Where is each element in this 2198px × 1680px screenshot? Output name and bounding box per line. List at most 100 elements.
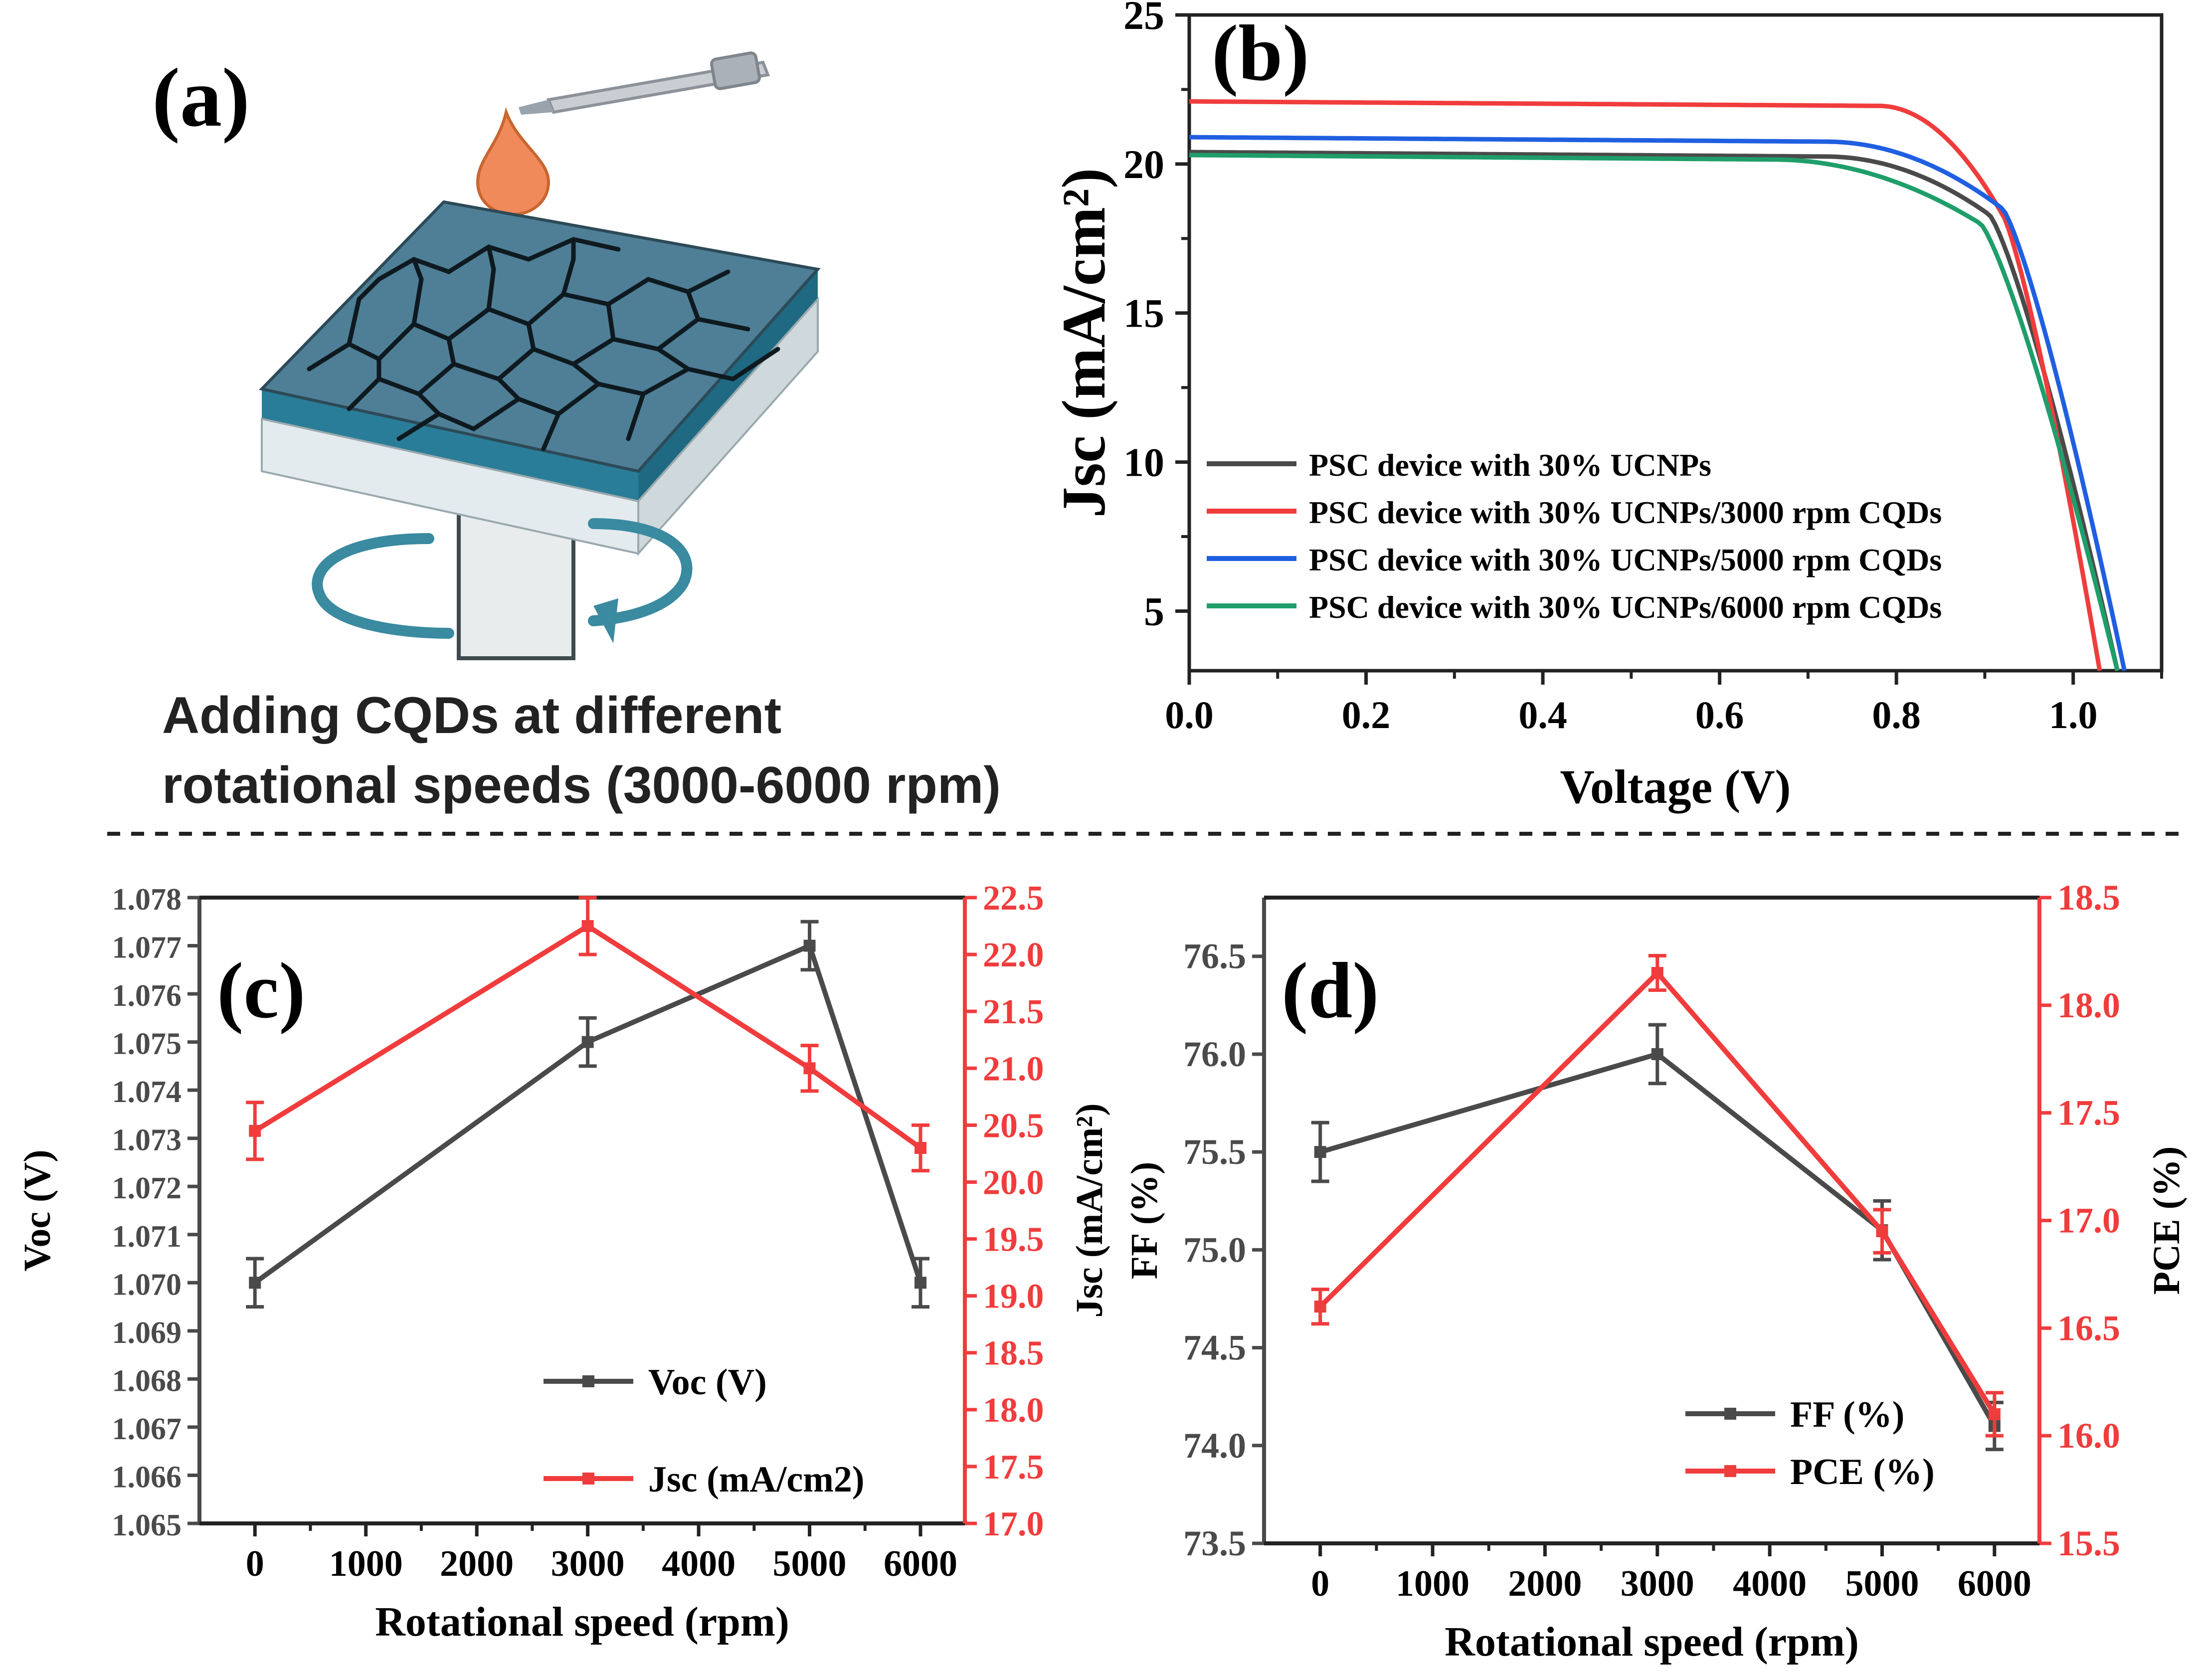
panel-c-ytick-left-label: 1.069 xyxy=(112,1316,182,1350)
substrate-on-spin-coater-icon xyxy=(259,200,821,660)
panel-c-ytick-left-label: 1.074 xyxy=(112,1075,182,1109)
panel-d-label: (d) xyxy=(1282,946,1379,1035)
panel-d-xtick-label: 4000 xyxy=(1733,1563,1807,1604)
droplet-icon xyxy=(476,107,550,216)
panel-a-label: (a) xyxy=(152,51,250,144)
panel-b-xtick-label: 0.8 xyxy=(1872,693,1921,737)
panel-d-xtick-label: 0 xyxy=(1311,1563,1329,1604)
panel-c-ytick-left-label: 1.070 xyxy=(112,1268,182,1302)
panel-c-xtick-label: 3000 xyxy=(551,1543,625,1584)
panel-b-ytick-label: 5 xyxy=(1144,588,1164,634)
panel-d-xtick-label: 1000 xyxy=(1396,1563,1469,1604)
panel-c-ytick-left-label: 1.073 xyxy=(112,1123,182,1157)
panel-c-ytick-left-label: 1.068 xyxy=(112,1364,182,1398)
panel-c-legend-entry: Voc (V) xyxy=(648,1362,767,1403)
panel-d-ylabel-left: FF (%) xyxy=(1123,1162,1165,1280)
pipette-icon xyxy=(519,51,770,115)
panel-d-data-point xyxy=(1314,1301,1326,1313)
panel-c-xlabel: Rotational speed (rpm) xyxy=(375,1599,789,1645)
panel-c-data-point xyxy=(249,1124,261,1137)
panel-d-series-line xyxy=(1318,969,1997,1416)
panel-c-xtick-label: 6000 xyxy=(884,1543,957,1584)
panel-d-ytick-left-label: 76.0 xyxy=(1183,1034,1246,1074)
panel-c-voc-jsc-chart: (c) 0 1000 2000 3000 4000 5000 6000 1.065 1.066 1.… xyxy=(16,879,1110,1645)
panel-d-data-point xyxy=(1988,1408,2001,1420)
panel-d-ytick-left-label: 76.5 xyxy=(1183,936,1246,976)
panel-b-legend-entry: PSC device with 30% UCNPs/3000 rpm CQDs xyxy=(1309,495,1942,530)
panel-b-xtick-label: 0.2 xyxy=(1342,693,1391,737)
panel-b-legend-entry: PSC device with 30% UCNPs/6000 rpm CQDs xyxy=(1309,589,1942,625)
panel-c-legend-marker xyxy=(582,1473,594,1485)
panel-c-ytick-right-label: 20.0 xyxy=(983,1163,1044,1202)
panel-b-jv-chart: (b) 0.0 0.2 0.4 0.6 0.8 1.0 5 10 15 20 25 Voltage (V… xyxy=(1050,0,2164,813)
panel-b-legend-entry: PSC device with 30% UCNPs xyxy=(1309,447,1711,483)
panel-d-legend-marker xyxy=(1724,1465,1736,1477)
panel-c-ytick-right-label: 19.0 xyxy=(983,1278,1044,1316)
panel-c-label: (c) xyxy=(217,946,306,1035)
panel-b-series-curve xyxy=(1189,150,2120,671)
panel-c-ytick-right-label: 22.5 xyxy=(983,879,1044,918)
panel-c-ytick-right-label: 21.0 xyxy=(983,1050,1044,1088)
panel-c-ylabel-right: Jsc (mA/cm²) xyxy=(1069,1103,1110,1317)
panel-d-ytick-left-label: 75.0 xyxy=(1183,1230,1246,1270)
panel-c-data-point xyxy=(803,1062,816,1075)
panel-b-ytick-label: 25 xyxy=(1123,0,1164,38)
panel-c-ytick-left-label: 1.075 xyxy=(112,1027,182,1061)
panel-c-xtick-label: 4000 xyxy=(662,1543,735,1584)
panel-b-xtick-label: 1.0 xyxy=(2049,693,2098,737)
panel-c-ytick-left-label: 1.071 xyxy=(112,1220,182,1254)
panel-b-xlabel: Voltage (V) xyxy=(1560,760,1791,813)
panel-c-data-point xyxy=(581,1036,594,1048)
panel-c-xtick-label: 2000 xyxy=(440,1543,514,1584)
panel-c-series-line xyxy=(253,942,923,1285)
panel-d-ytick-left-label: 74.0 xyxy=(1183,1426,1246,1466)
panel-c-ytick-right-label: 17.5 xyxy=(983,1448,1044,1487)
panel-c-ytick-left-label: 1.078 xyxy=(112,883,182,917)
panel-b-xtick-label: 0.4 xyxy=(1518,693,1567,737)
panel-d-data-point xyxy=(1314,1146,1326,1158)
panel-c-data-point xyxy=(249,1277,261,1289)
panel-c-data-point xyxy=(915,1142,927,1154)
panel-d-ytick-right-label: 17.5 xyxy=(2057,1093,2120,1133)
panel-b-frame xyxy=(1187,13,2164,673)
panel-d-legend-marker xyxy=(1724,1408,1736,1420)
panel-b-ytick-label: 20 xyxy=(1123,142,1164,187)
panel-c-ylabel-left: Voc (V) xyxy=(16,1149,58,1271)
panel-d-series-line xyxy=(1319,1051,1997,1427)
panel-c-ytick-left-label: 1.066 xyxy=(112,1460,182,1494)
panel-a-caption-line2: rotational speeds (3000-6000 rpm) xyxy=(162,756,1001,814)
panel-c-series-line xyxy=(253,923,922,1150)
panel-d-xtick-label: 3000 xyxy=(1621,1563,1694,1604)
panel-b-label: (b) xyxy=(1212,8,1309,97)
panel-d-xtick-label: 2000 xyxy=(1508,1563,1582,1604)
panel-d-ytick-left-label: 73.5 xyxy=(1183,1523,1246,1563)
panel-d-ytick-right-label: 18.5 xyxy=(2057,878,2120,918)
panel-c-ytick-left-label: 1.076 xyxy=(112,979,182,1013)
panel-d-xtick-label: 6000 xyxy=(1958,1563,2031,1604)
panel-d-ytick-right-label: 15.5 xyxy=(2057,1523,2120,1563)
panel-c-data-point xyxy=(581,920,594,933)
panel-c-legend-marker xyxy=(582,1375,594,1387)
panel-b-series-curve xyxy=(1189,99,2102,671)
panel-d-ylabel-right: PCE (%) xyxy=(2146,1146,2188,1295)
panel-c-xtick-label: 1000 xyxy=(329,1543,403,1584)
panel-c-ytick-right-label: 22.0 xyxy=(983,936,1044,974)
panel-a-caption-line1: Adding CQDs at different xyxy=(162,687,781,745)
panel-b-series-curve xyxy=(1189,153,2120,672)
panel-d-legend-entry: FF (%) xyxy=(1790,1394,1904,1435)
panel-d-legend-entry: PCE (%) xyxy=(1790,1452,1935,1493)
panel-d-data-point xyxy=(1651,967,1663,979)
panel-c-legend-entry: Jsc (mA/cm2) xyxy=(648,1459,865,1500)
panel-c-ytick-right-label: 19.5 xyxy=(983,1221,1044,1259)
panel-d-ytick-left-label: 75.5 xyxy=(1183,1132,1246,1172)
panel-c-xtick-label: 5000 xyxy=(773,1543,847,1584)
panel-c-ytick-right-label: 21.5 xyxy=(983,993,1044,1031)
panel-c-data-point xyxy=(803,939,816,952)
panel-c-ytick-left-label: 1.065 xyxy=(112,1508,182,1542)
panel-a-illustration: (a) xyxy=(152,51,1001,814)
panel-c-ytick-right-label: 18.0 xyxy=(983,1391,1044,1430)
panel-c-ytick-left-label: 1.067 xyxy=(112,1412,182,1446)
panel-d-ytick-right-label: 18.0 xyxy=(2057,985,2120,1025)
panel-b-series-curve xyxy=(1189,135,2127,671)
panel-c-ytick-right-label: 20.5 xyxy=(983,1107,1044,1145)
